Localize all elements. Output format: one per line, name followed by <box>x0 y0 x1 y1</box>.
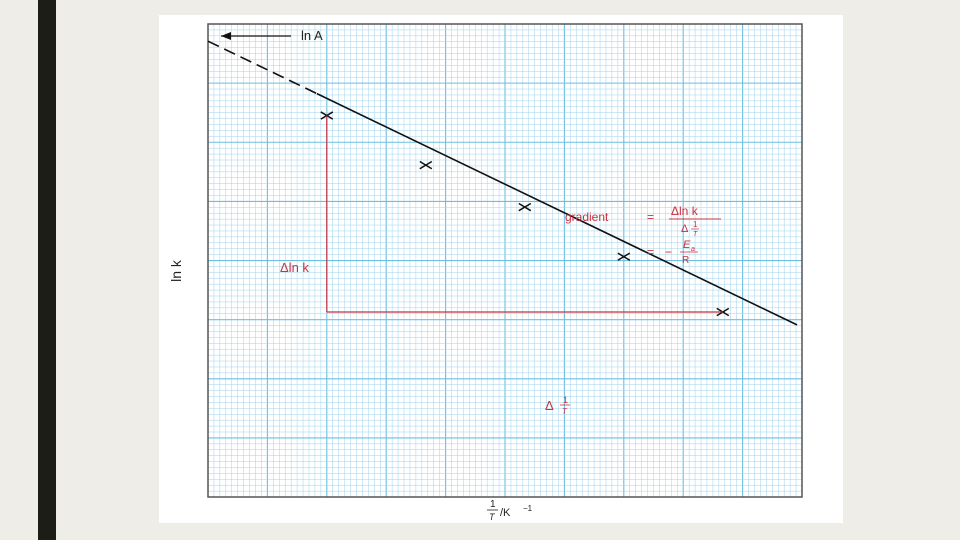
svg-text:/K: /K <box>500 507 511 519</box>
intercept-label: ln A <box>301 28 323 43</box>
svg-text:E: E <box>683 239 691 251</box>
fit-line <box>316 92 798 326</box>
svg-text:gradient: gradient <box>565 210 609 224</box>
svg-text:−: − <box>665 245 672 259</box>
svg-text:T: T <box>489 512 496 522</box>
delta-invT-label: Δ 1 T <box>545 395 570 416</box>
data-point <box>419 160 433 170</box>
grid <box>208 24 802 497</box>
extrapolation-dashed-line <box>207 40 318 95</box>
svg-text:R: R <box>682 255 689 266</box>
svg-text:1: 1 <box>563 395 568 405</box>
svg-text:Δln k: Δln k <box>671 204 699 218</box>
svg-text:T: T <box>693 231 698 238</box>
data-point <box>617 252 631 261</box>
svg-text:T: T <box>562 407 568 416</box>
plot-frame <box>207 23 803 498</box>
svg-text:a: a <box>691 246 695 253</box>
intercept-arrow <box>221 32 291 40</box>
svg-text:Δ: Δ <box>681 223 689 235</box>
y-axis-label: ln k <box>168 259 184 282</box>
gradient-equation: gradient = Δln k Δ 1 T = − E a R <box>565 204 721 266</box>
svg-text:1: 1 <box>693 220 698 229</box>
arrhenius-plot: ln A Δln k Δ 1 T gradient = Δln k Δ 1 T … <box>159 15 843 523</box>
slide-accent-bar <box>38 0 56 540</box>
data-point <box>518 202 532 212</box>
svg-text:Δ: Δ <box>545 398 554 413</box>
chart-svg: ln A Δln k Δ 1 T gradient = Δln k Δ 1 T … <box>168 23 803 522</box>
svg-text:=: = <box>647 245 654 259</box>
delta-lnk-label: Δln k <box>280 260 309 275</box>
x-axis-label: 1 T /K −1 <box>487 499 533 522</box>
svg-text:=: = <box>647 210 654 224</box>
svg-text:−1: −1 <box>523 504 533 513</box>
svg-text:1: 1 <box>490 499 496 510</box>
